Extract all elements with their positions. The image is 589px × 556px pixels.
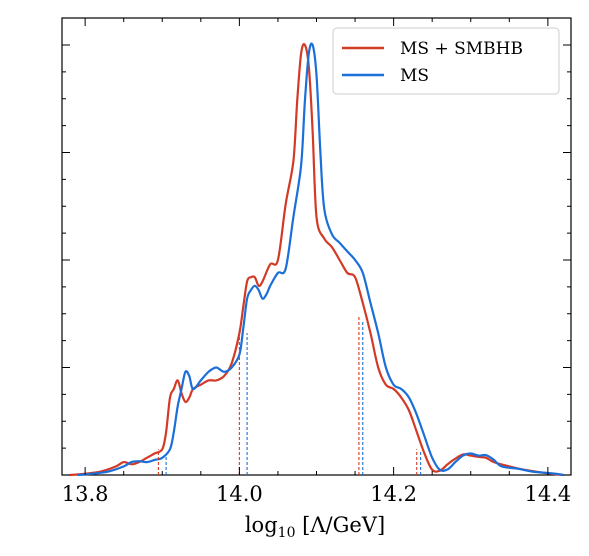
series-group [69,42,564,477]
x-axis-label: log10 [Λ/GeV] [245,513,385,541]
x-tick-label: 14.4 [524,482,571,506]
x-axis-label-rest: [Λ/GeV] [295,513,385,537]
legend-box [332,27,560,95]
x-tick-label: 14.2 [370,482,417,506]
x-tick-labels: 13.8 14.0 14.2 14.4 [62,482,571,506]
x-axis-label-sub: 10 [278,525,296,541]
axis-ticks [62,18,571,476]
x-axis-label-log: log [245,513,278,537]
x-tick-label: 13.8 [62,482,109,506]
legend: MS + SMBHB MS [332,27,560,95]
series-line-ms-smbhb [69,43,564,477]
interval-markers [157,315,422,475]
x-tick-label: 14.0 [216,482,263,506]
legend-label-ms-smbhb: MS + SMBHB [400,39,523,59]
series-line-ms [77,42,564,477]
legend-label-ms: MS [400,66,429,86]
